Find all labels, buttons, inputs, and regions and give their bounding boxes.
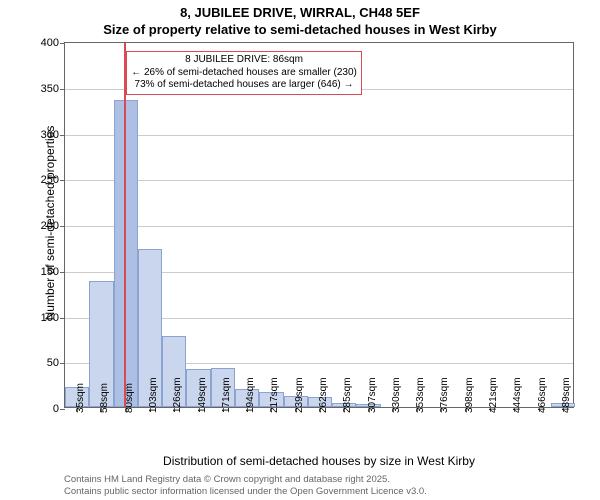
xtick-label: 489sqm: [561, 377, 572, 413]
credits: Contains HM Land Registry data © Crown c…: [64, 474, 427, 499]
xtick-label: 262sqm: [318, 377, 329, 413]
xtick-label: 376sqm: [439, 377, 450, 413]
gridline: [65, 180, 573, 181]
xtick-label: 171sqm: [221, 377, 232, 413]
marker-line: [124, 43, 126, 407]
xtick-label: 58sqm: [99, 383, 110, 413]
xtick-label: 330sqm: [391, 377, 402, 413]
annotation-line: 8 JUBILEE DRIVE: 86sqm: [131, 54, 357, 67]
plot-region: 05010015020025030035040035sqm58sqm80sqm1…: [64, 42, 574, 408]
credits-line-1: Contains HM Land Registry data © Crown c…: [64, 474, 427, 486]
credits-line-2: Contains public sector information licen…: [64, 486, 427, 498]
xtick-label: 466sqm: [537, 377, 548, 413]
annotation-line: 73% of semi-detached houses are larger (…: [131, 79, 357, 92]
ytick-label: 400: [41, 37, 65, 49]
xtick-label: 285sqm: [342, 377, 353, 413]
y-axis-title: Number of semi-detached properties: [43, 93, 57, 353]
xtick-label: 149sqm: [197, 377, 208, 413]
xtick-label: 398sqm: [464, 377, 475, 413]
xtick-label: 444sqm: [512, 377, 523, 413]
xtick-label: 35sqm: [75, 383, 86, 413]
xtick-label: 307sqm: [367, 377, 378, 413]
xtick-label: 103sqm: [148, 377, 159, 413]
x-axis-title: Distribution of semi-detached houses by …: [64, 454, 574, 468]
xtick-label: 126sqm: [172, 377, 183, 413]
annotation-line: ← 26% of semi-detached houses are smalle…: [131, 67, 357, 80]
annotation-box: 8 JUBILEE DRIVE: 86sqm← 26% of semi-deta…: [126, 51, 362, 95]
xtick-label: 217sqm: [269, 377, 280, 413]
page-subtitle: Size of property relative to semi-detach…: [0, 22, 600, 39]
page-title: 8, JUBILEE DRIVE, WIRRAL, CH48 5EF: [0, 5, 600, 22]
xtick-label: 239sqm: [294, 377, 305, 413]
histogram-bar: [114, 100, 138, 407]
xtick-label: 194sqm: [245, 377, 256, 413]
xtick-label: 421sqm: [488, 377, 499, 413]
ytick-label: 50: [47, 357, 65, 369]
gridline: [65, 226, 573, 227]
chart-area: 05010015020025030035040035sqm58sqm80sqm1…: [64, 42, 574, 408]
gridline: [65, 135, 573, 136]
xtick-label: 353sqm: [415, 377, 426, 413]
ytick-label: 0: [53, 403, 65, 415]
